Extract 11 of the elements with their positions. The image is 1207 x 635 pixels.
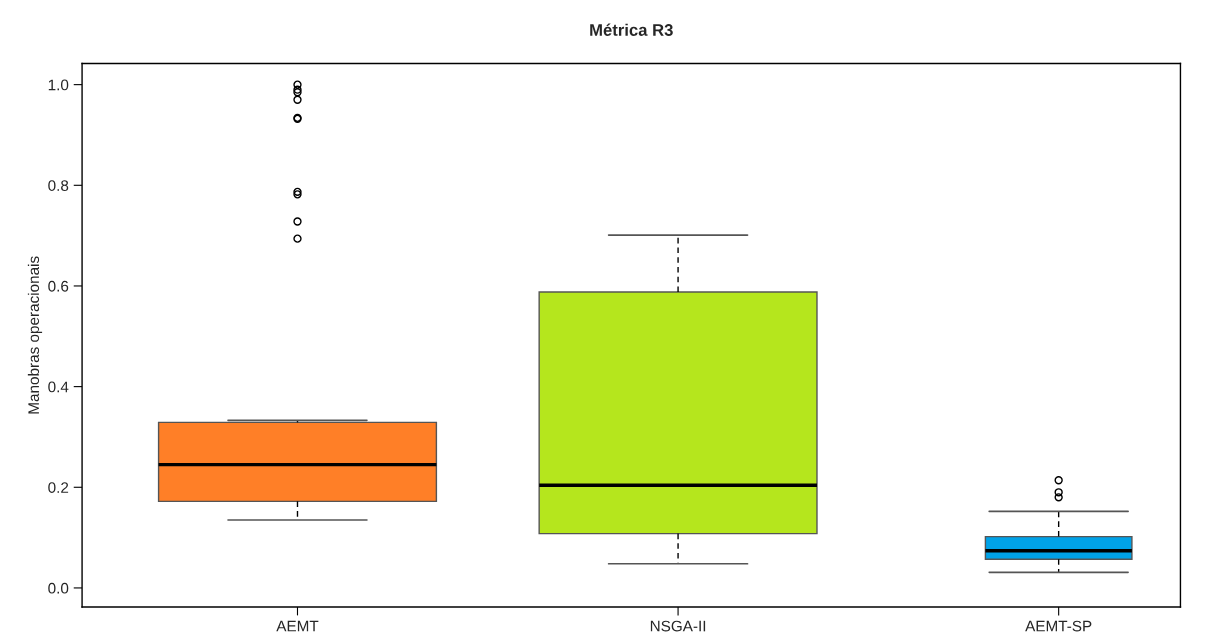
y-tick-label: 0.6 [48,280,69,292]
y-tick-label: 0.2 [48,482,69,493]
y-tick-label: 0.4 [48,381,69,393]
y-axis-title: Manobras operacionais [27,256,43,414]
x-tick-label: AEMT [276,620,319,632]
y-tick-label: 0.0 [48,582,69,594]
y-tick-label: 0.8 [48,180,69,191]
y-tick-label: 1.0 [48,79,69,91]
x-tick-label: AEMT-SP [1025,620,1092,632]
chart-title: Métrica R3 [590,23,673,36]
x-tick-label: NSGA-II [650,620,706,632]
